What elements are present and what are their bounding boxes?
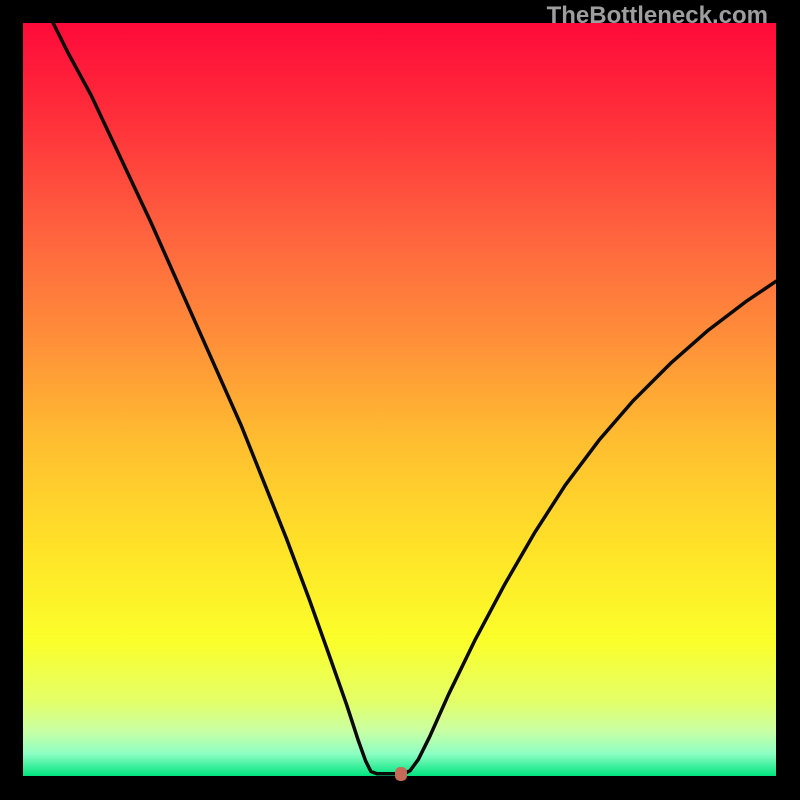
bottleneck-curve (53, 23, 776, 774)
watermark-text: TheBottleneck.com (547, 2, 768, 30)
curve-layer (23, 23, 776, 776)
plot-area (23, 23, 776, 776)
chart-frame: TheBottleneck.com (0, 0, 800, 800)
minimum-marker (395, 767, 407, 781)
